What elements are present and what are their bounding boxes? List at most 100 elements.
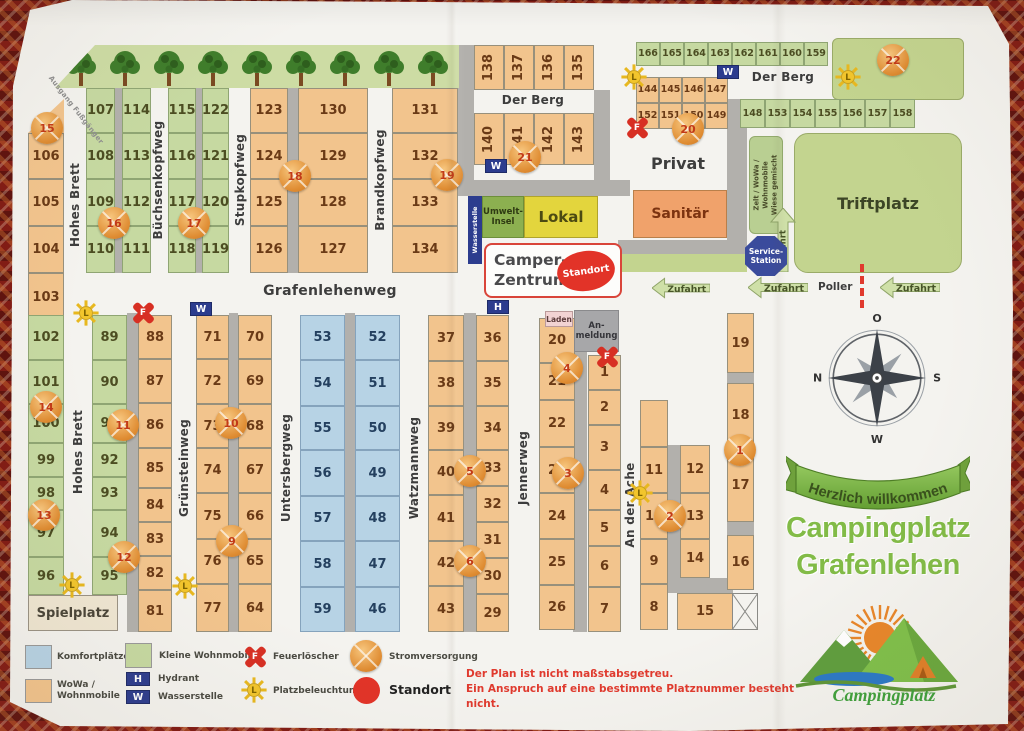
compass-star [828,329,926,427]
plot-71: 71 [196,315,229,359]
svg-text:Zufahrt: Zufahrt [764,284,805,295]
plot-number: 88 [145,329,165,345]
plot-43: 43 [428,586,464,632]
street-surface [668,578,733,593]
plot-15: 15 [677,593,733,630]
street-surface [115,88,122,273]
plot-160: 160 [780,42,804,66]
zufahrt-arrow-left: Zufahrt [879,276,941,299]
plot-number: 126 [255,242,283,257]
plot-30: 30 [476,558,509,594]
legend-badge-W: W [126,690,150,704]
plot-number: 31 [483,532,502,548]
plot-46: 46 [355,587,400,632]
plot-88: 88 [138,315,172,359]
power-outlet-marker-19: 19 [431,159,463,191]
plot-number: 11 [644,462,664,478]
plot-48: 48 [355,496,400,541]
marker-letter: F [251,652,259,662]
svg-text:L: L [631,73,637,83]
marker-number: 17 [186,216,202,230]
welcome-ribbon-banner: Herzlich willkommen [782,445,974,525]
street-label-b-chsenkopfweg: Büchsenkopfweg [151,120,165,240]
plot-number: 147 [706,84,727,96]
plot-11: 11 [640,447,668,493]
plot-134: 134 [392,226,458,273]
plot-119: 119 [202,226,229,273]
plot-number: 42 [436,556,456,571]
plot-114: 114 [122,88,151,133]
svg-text:Zufahrt: Zufahrt [667,284,706,295]
plot-157: 157 [865,99,890,128]
plot-6: 6 [588,546,621,587]
laden-shop-area: Laden [545,311,573,327]
plot-163: 163 [708,42,732,66]
plot-127: 127 [298,226,368,273]
plot-54: 54 [300,360,345,406]
street-surface [727,522,754,535]
plot-number: 22 [547,416,567,431]
plot-number: 65 [245,554,265,569]
plot-number: 5 [599,520,610,536]
tree-row-band [55,45,459,88]
power-outlet-marker-5: 5 [454,455,486,487]
street-surface [127,313,138,632]
compass-rose: O N S W [813,312,941,446]
power-outlet-marker-22: 22 [877,44,909,76]
plot-number: 109 [86,195,115,210]
plot-number: 83 [145,531,165,547]
svg-text:L: L [251,686,257,696]
plot-70: 70 [238,315,272,359]
plot-2: 2 [588,390,621,425]
power-outlet-marker-20: 20 [672,113,704,145]
plot-number: 77 [203,600,222,616]
plot-number: 26 [547,600,567,615]
plot-number: 19 [731,335,750,351]
plot-number: 154 [792,107,813,119]
power-outlet-marker-21: 21 [509,141,541,173]
plot-82: 82 [138,556,172,590]
plot-137: 137 [504,45,534,90]
plot-number: 116 [168,148,196,164]
plot-108: 108 [86,133,115,179]
plot-number: 96 [36,568,56,584]
plot-38: 38 [428,361,464,406]
plot-number: 38 [436,376,456,391]
brand-line-1: Campingplatz [786,512,971,544]
plot-number: 166 [638,48,658,60]
compass-south-label: S [933,371,941,385]
plot-77: 77 [196,584,229,632]
plot-number: 136 [541,53,557,82]
plot-number: 121 [201,148,230,164]
plot-number: 35 [483,376,502,391]
plot-147: 147 [705,77,728,103]
plot-55: 55 [300,406,345,450]
plot-166: 166 [636,42,660,66]
service-station-sign: Service- Station [745,236,787,276]
plot-16: 16 [727,535,754,590]
plot-number: 2 [599,400,610,415]
plot-129: 129 [298,133,368,179]
legend-swatch-blue [25,645,52,669]
plot-number: 155 [817,107,838,119]
plot-112: 112 [122,179,151,226]
plot-number: 124 [255,148,283,164]
legend-label: WoWa / Wohnmobile [57,680,120,701]
anmeldung-reception-area: An-meldung [574,310,619,352]
plot-56: 56 [300,450,345,496]
plot-number: 143 [571,125,587,153]
plot-number: 138 [481,53,497,82]
compass-east-label: O [872,312,882,325]
plot-number: 13 [685,508,705,524]
plot-34: 34 [476,406,509,450]
plot-number: 49 [368,465,387,481]
plot-115: 115 [168,88,196,133]
plot-36: 36 [476,315,509,361]
street-label-grafenlehenweg: Grafenlehenweg [263,283,397,299]
zufahrt-arrow-left: Zufahrt [651,277,711,299]
marker-number: 3 [564,466,572,480]
power-outlet-marker-14: 14 [30,391,62,423]
marker-letter: F [603,352,611,362]
